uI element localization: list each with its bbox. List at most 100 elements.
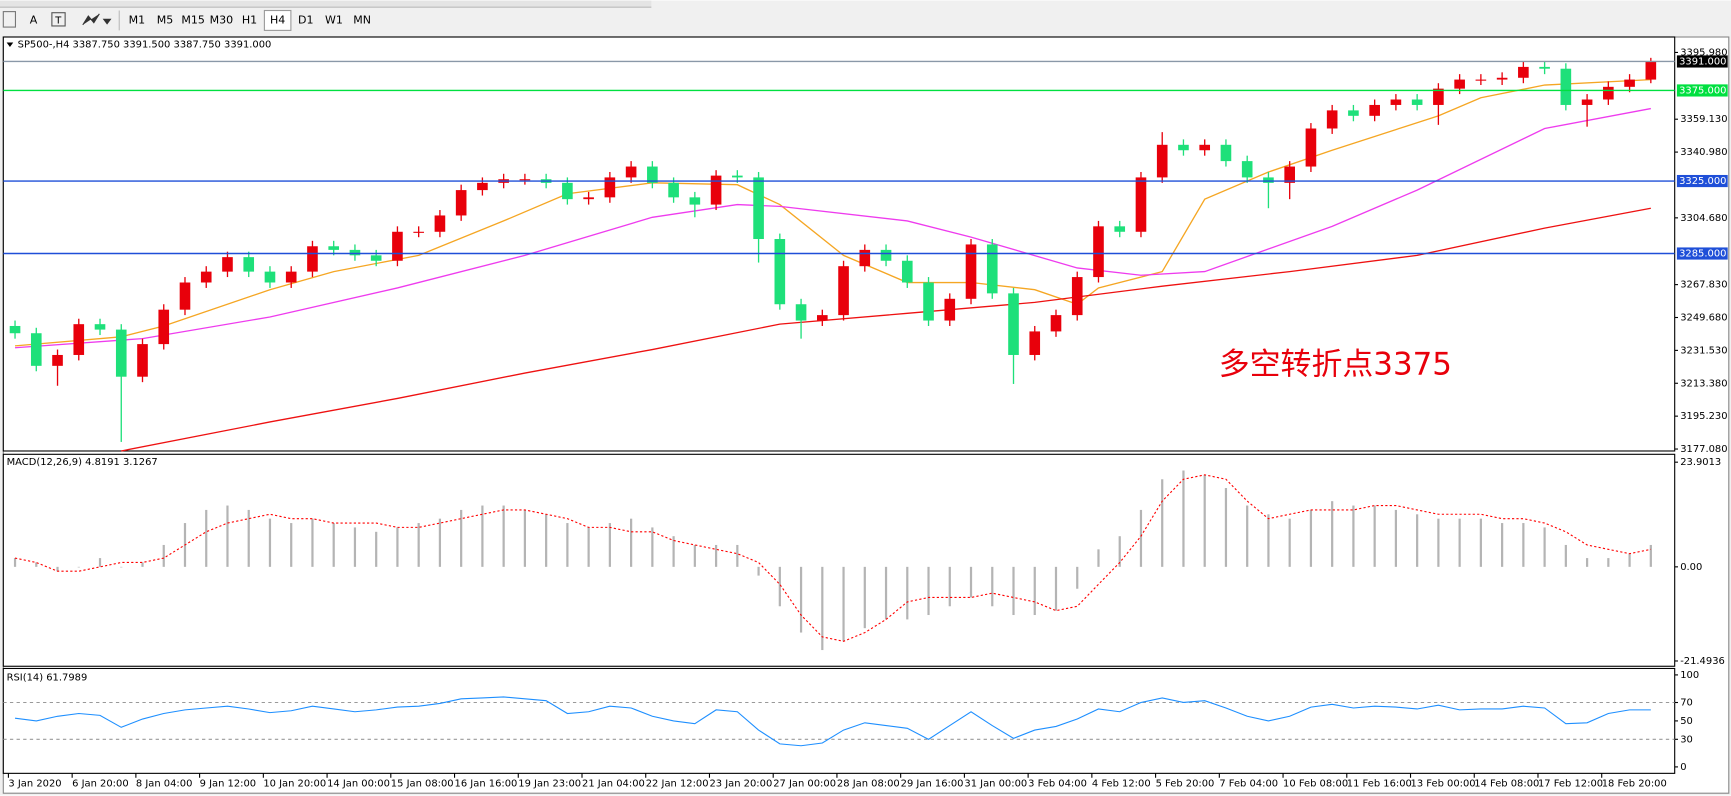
candle-body	[583, 197, 594, 200]
plot: 3391.000 3375.000 3325.000 3285.000 3395.980…	[2, 36, 1728, 789]
macd-bar	[1139, 509, 1143, 567]
candle-body	[222, 257, 233, 272]
macd-bar	[375, 531, 378, 567]
macd-bar	[1522, 523, 1525, 567]
x-tick-label: 3 Feb 04:00	[1028, 778, 1087, 789]
level-label: 3375.000	[1679, 85, 1726, 96]
candle-body	[1071, 277, 1083, 316]
y-tick-label: 0.00	[1680, 562, 1702, 573]
macd-bar	[1331, 501, 1334, 567]
level-label: 3285.000	[1679, 249, 1726, 260]
signal-line	[14, 474, 1651, 642]
macd-bar	[353, 527, 357, 567]
macd-bar	[821, 566, 824, 651]
x-tick-label: 22 Jan 12:00	[646, 778, 709, 789]
candle-body	[52, 354, 63, 366]
timeframe-label[interactable]: M5	[157, 13, 174, 26]
crosshair-icon[interactable]	[2, 11, 17, 28]
candle-body	[1284, 166, 1295, 183]
candle-body	[625, 166, 637, 178]
candle-body	[158, 309, 170, 345]
y-tick-label: 3195.230	[1680, 411, 1727, 422]
macd-bar	[417, 523, 420, 567]
level-label-box	[1676, 55, 1728, 68]
y-tick-label: 3213.380	[1680, 378, 1727, 389]
candle-body	[1156, 144, 1168, 178]
moving-average-line	[14, 107, 1651, 349]
annotation: 多空转折点3375	[1219, 346, 1452, 382]
level-label: 3325.000	[1679, 176, 1726, 187]
macd-bar	[98, 558, 102, 567]
candle-body	[30, 333, 42, 366]
timeframe-label[interactable]: MN	[353, 13, 371, 26]
candle-body	[1645, 61, 1657, 80]
x-tick-label: 8 Jan 04:00	[136, 778, 193, 789]
candle-body	[817, 315, 828, 321]
timeframe-label[interactable]: W1	[325, 13, 343, 26]
candle-body	[200, 271, 212, 283]
macd-bar	[1564, 544, 1567, 567]
candle-body	[859, 249, 871, 267]
candle-body	[9, 325, 21, 334]
candle-body	[1496, 77, 1508, 80]
candle-body	[1539, 66, 1550, 69]
timeframe-label[interactable]: M15	[181, 13, 205, 26]
candle-body	[115, 329, 127, 377]
candle-body	[370, 255, 382, 261]
macd-bar	[1161, 479, 1164, 567]
x-tick-label: 10 Feb 08:00	[1283, 778, 1348, 789]
macd-bar	[799, 566, 803, 633]
x-tick-label: 6 Jan 20:00	[72, 778, 129, 789]
y-tick-label: -21.4936	[1680, 656, 1725, 667]
candle-body	[1241, 161, 1253, 178]
macd-bar	[1501, 523, 1504, 567]
candle-body	[944, 298, 956, 321]
y-tick-label: 3231.530	[1680, 345, 1727, 356]
macd-bar	[1224, 488, 1228, 567]
chart-title: SP500-,H4 3387.750 3391.500 3387.750 339…	[18, 40, 272, 51]
macd-bar	[226, 505, 229, 567]
candle-body	[986, 244, 998, 294]
candle-body	[1624, 79, 1635, 87]
y-tick-label: 70	[1680, 698, 1693, 709]
x-tick-label: 13 Feb 00:00	[1411, 778, 1476, 789]
candle-body	[880, 249, 892, 261]
macd-bar	[1054, 566, 1058, 611]
macd-bar	[884, 566, 888, 620]
candle-body	[1348, 110, 1359, 116]
macd-bar	[1628, 553, 1631, 567]
timeframe-label[interactable]: M1	[129, 13, 146, 26]
macd-bar	[1012, 566, 1015, 616]
macd-bar	[205, 509, 208, 567]
candle-body	[1518, 66, 1529, 78]
macd-bar	[1097, 549, 1100, 567]
candle-body	[1454, 79, 1465, 89]
objects-tool[interactable]	[82, 13, 112, 26]
candle-body	[923, 282, 934, 321]
macd-bar	[693, 544, 696, 567]
candle-body	[965, 244, 977, 299]
candle-body	[838, 266, 849, 316]
macd-bar	[566, 523, 569, 567]
timeframe-label[interactable]: M30	[210, 13, 234, 26]
macd-bar	[672, 536, 675, 567]
indicator-title: RSI(14) 61.7989	[7, 672, 88, 683]
text-tool[interactable]: A	[30, 13, 38, 26]
macd-bar	[1033, 566, 1036, 616]
timeframe-button[interactable]	[263, 9, 292, 31]
candle-body	[901, 260, 913, 283]
label-tool[interactable]	[51, 12, 66, 27]
candle-body	[285, 271, 297, 283]
macd-bar	[991, 566, 994, 607]
macd-bar	[481, 505, 484, 567]
candle-body	[455, 190, 467, 216]
timeframe-label[interactable]: D1	[298, 13, 314, 26]
macd-bar	[714, 544, 718, 567]
candle-body	[392, 231, 403, 261]
macd-bar	[1373, 505, 1376, 567]
candle-body	[1326, 110, 1338, 129]
x-tick-label: 29 Jan 16:00	[901, 778, 964, 789]
timeframe-label[interactable]: H4	[270, 13, 285, 26]
candle-body	[689, 197, 701, 205]
timeframe-label[interactable]: H1	[242, 13, 257, 26]
